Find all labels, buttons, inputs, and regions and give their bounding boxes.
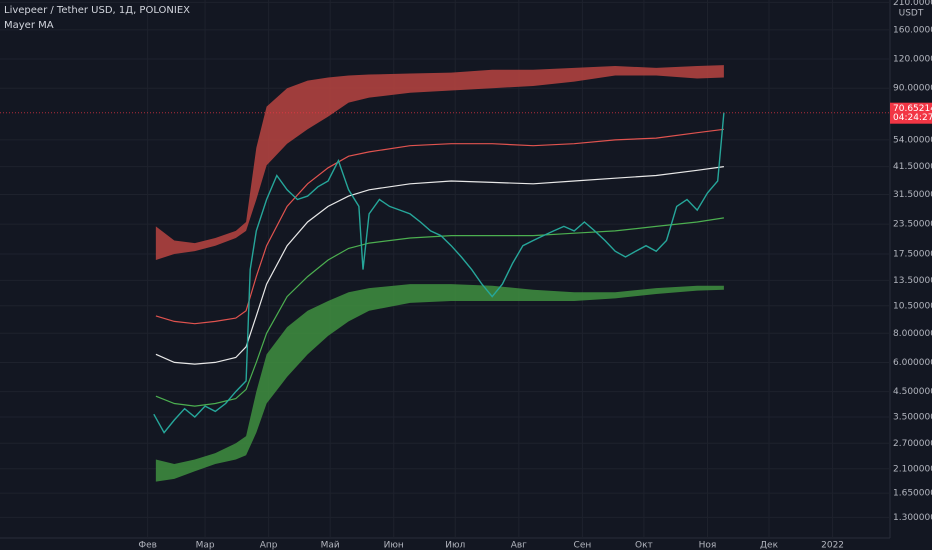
y-tick-label: 2.70000000: [893, 439, 932, 449]
x-tick-label: 2022: [821, 541, 844, 550]
x-tick-label: Фев: [138, 541, 157, 550]
y-tick-label: 17.50000000: [893, 250, 932, 260]
y-tick-label: 210.00000000: [893, 0, 932, 8]
y-tick-label: 160.00000000: [893, 25, 932, 35]
grid: [0, 0, 890, 538]
axes: 210.00000000 160.00000000 120.00000000 90.0…: [138, 0, 932, 550]
y-tick-label: 2.10000000: [893, 464, 932, 474]
plot: [0, 65, 890, 482]
y-tick-label: 90.00000000: [893, 84, 932, 94]
x-tick-label: Авг: [511, 541, 527, 550]
last-price-box: [890, 102, 932, 124]
y-tick-label: 1.30000000: [893, 513, 932, 523]
indicator-name: Mayer MA: [4, 20, 54, 31]
x-tick-label: Окт: [635, 541, 653, 550]
x-tick-label: Мар: [196, 541, 215, 550]
y-tick-label: 31.50000000: [893, 190, 932, 200]
currency: USDT: [899, 9, 924, 19]
y-tick-label: 6.00000000: [893, 358, 932, 368]
x-tick-label: Июл: [445, 541, 465, 550]
band-area: [155, 284, 724, 482]
last-price-label: 70.65214748: [893, 104, 932, 114]
ma-line: [155, 217, 724, 407]
x-tick-label: Май: [321, 541, 340, 550]
x-tick-label: Сен: [574, 541, 592, 550]
chart-title: Livepeer / Tether USD, 1Д, POLONIEX: [4, 5, 190, 16]
y-tick-label: 120.00000000: [893, 55, 932, 65]
y-tick-label: 3.50000000: [893, 413, 932, 423]
band-area: [155, 65, 724, 260]
x-tick-label: Июн: [384, 541, 404, 550]
y-tick-label: 10.50000000: [893, 301, 932, 311]
y-tick-label: 8.00000000: [893, 329, 932, 339]
ma-line: [155, 166, 724, 365]
y-tick-label: 54.00000000: [893, 135, 932, 145]
y-tick-label: 23.50000000: [893, 220, 932, 230]
y-tick-label: 1.65000000: [893, 489, 932, 499]
price-line: [153, 112, 725, 434]
y-tick-label: 4.50000000: [893, 387, 932, 397]
x-tick-label: Апр: [260, 541, 278, 550]
x-tick-label: Дек: [760, 541, 779, 550]
y-tick-label: 41.50000000: [893, 162, 932, 172]
x-tick-label: Ноя: [699, 541, 717, 550]
y-tick-label: 13.50000000: [893, 276, 932, 286]
countdown-label: 04:24:27: [893, 113, 932, 123]
